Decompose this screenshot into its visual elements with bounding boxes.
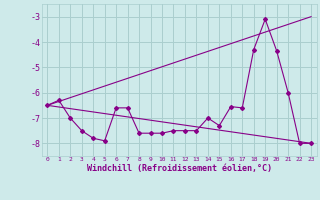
- X-axis label: Windchill (Refroidissement éolien,°C): Windchill (Refroidissement éolien,°C): [87, 164, 272, 173]
